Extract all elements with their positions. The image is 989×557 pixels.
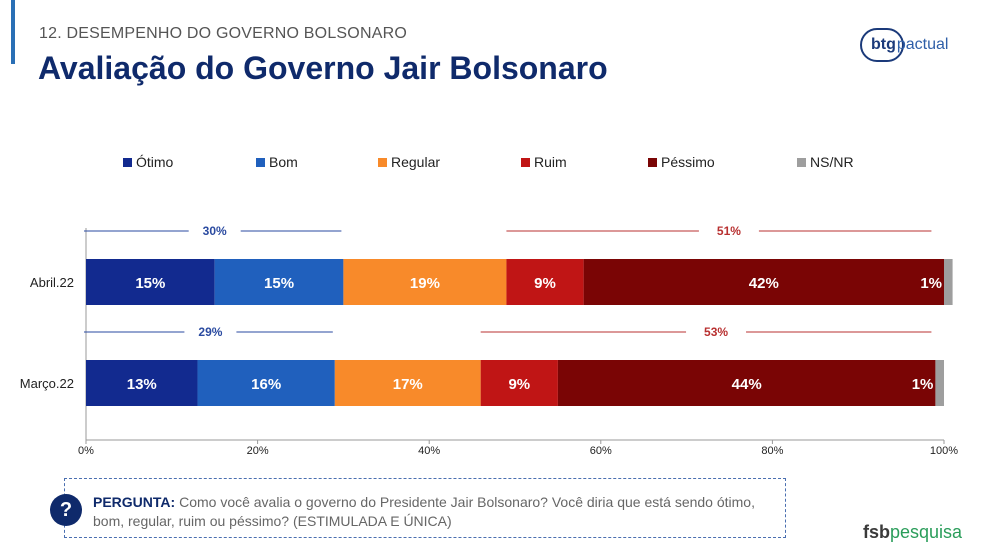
bar-segment [944, 259, 953, 305]
bar-segment [197, 360, 335, 406]
legend-label: Péssimo [661, 154, 715, 170]
bar-data-label: 13% [127, 376, 157, 393]
logo-text-light: pactual [896, 36, 949, 53]
bar-data-label: 42% [749, 275, 779, 292]
positive-group-label: 29% [198, 325, 222, 339]
chart-legend: Ótimo Bom Regular Ruim Péssimo NS/NR [0, 154, 989, 174]
page-title: Avaliação do Governo Jair Bolsonaro [38, 50, 608, 86]
legend-swatch [123, 157, 132, 167]
x-tick-label: 40% [418, 445, 440, 457]
bar-segment [214, 259, 344, 305]
bar-segment [86, 259, 215, 305]
legend-swatch [797, 157, 806, 167]
bar-segment [334, 360, 481, 406]
stacked-bar-chart: 15% 15% 19% 9% 42% 1% Abril.22 30% 51% 13% 16% 17% 9… [20, 224, 958, 457]
bar-data-label: 1% [920, 275, 942, 292]
legend-swatch [648, 157, 657, 167]
question-mark-icon: ? [50, 494, 82, 526]
legend-item: Regular [378, 154, 440, 170]
x-tick-label: 20% [247, 445, 269, 457]
legend-item: Ótimo [123, 154, 173, 170]
legend-item: Péssimo [648, 154, 715, 170]
negative-group-label: 51% [717, 224, 741, 238]
header-accent-bar [11, 0, 15, 64]
fsb-logo-part: fsb [863, 522, 890, 542]
negative-group-label: 53% [704, 325, 728, 339]
x-tick-label: 80% [761, 445, 783, 457]
bar-data-label: 9% [534, 275, 556, 292]
bar-data-label: 1% [912, 376, 934, 393]
question-text: Como você avalia o governo do Presidente… [93, 494, 755, 529]
bar-segment [480, 360, 558, 406]
category-label: Abril.22 [30, 275, 74, 290]
legend-label: Bom [269, 154, 298, 170]
pesquisa-logo-part: pesquisa [890, 522, 963, 542]
bar-segment [506, 259, 584, 305]
question-label: PERGUNTA: [93, 494, 176, 510]
positive-group-label: 30% [203, 224, 227, 238]
bar-segment [583, 259, 944, 305]
logo-text-bold: btg [871, 36, 896, 53]
bar-data-label: 17% [393, 376, 423, 393]
legend-label: Ótimo [136, 154, 174, 170]
bar-data-label: 15% [135, 275, 165, 292]
legend-item: Bom [256, 154, 298, 170]
bar-data-label: 19% [410, 275, 440, 292]
bar-segment [343, 259, 507, 305]
logo-ring [860, 28, 904, 62]
bar-segment [557, 360, 936, 406]
legend-label: Ruim [534, 154, 567, 170]
btg-pactual-logo: btg pactual [860, 28, 948, 62]
x-tick-label: 60% [590, 445, 612, 457]
legend-item: Ruim [521, 154, 567, 170]
legend-item: NS/NR [797, 154, 854, 170]
bar-data-label: 15% [264, 275, 294, 292]
legend-swatch [256, 157, 265, 167]
category-label: Março.22 [20, 376, 74, 391]
question-text-block: PERGUNTA: Como você avalia o governo do … [93, 493, 773, 531]
x-tick-label: 0% [78, 445, 94, 457]
legend-label: NS/NR [810, 154, 854, 170]
legend-label: Regular [391, 154, 441, 170]
bar-data-label: 16% [251, 376, 281, 393]
legend-swatch [521, 157, 530, 167]
fsb-pesquisa-logo: fsbpesquisa [863, 522, 962, 543]
bar-data-label: 44% [732, 376, 762, 393]
bar-segment [935, 360, 944, 406]
legend-swatch [378, 157, 387, 167]
section-label: 12. DESEMPENHO DO GOVERNO BOLSONARO [39, 25, 407, 42]
bar-data-label: 9% [508, 376, 530, 393]
bar-segment [86, 360, 198, 406]
x-tick-label: 100% [930, 445, 958, 457]
